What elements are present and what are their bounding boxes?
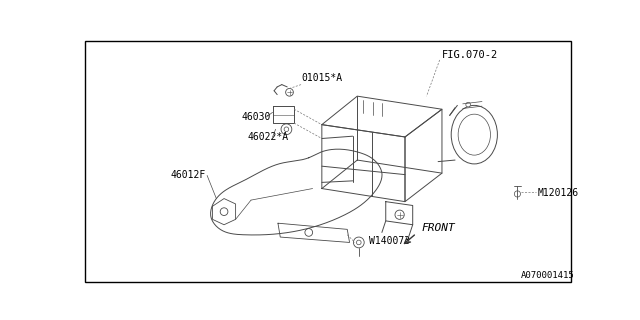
Circle shape (466, 102, 470, 107)
Circle shape (281, 124, 292, 135)
Circle shape (220, 208, 228, 215)
Circle shape (285, 88, 293, 96)
Circle shape (284, 127, 289, 132)
Circle shape (353, 237, 364, 248)
Text: FRONT: FRONT (422, 223, 456, 233)
Text: 46022*A: 46022*A (247, 132, 288, 142)
Text: W140073: W140073 (369, 236, 410, 246)
Circle shape (515, 191, 520, 197)
Text: A070001415: A070001415 (520, 271, 574, 280)
Text: 46030: 46030 (242, 112, 271, 122)
Text: FIG.070-2: FIG.070-2 (442, 50, 498, 60)
Circle shape (305, 228, 312, 236)
Ellipse shape (458, 114, 490, 155)
Text: 46012F: 46012F (170, 171, 205, 180)
Circle shape (395, 210, 404, 219)
Ellipse shape (451, 105, 497, 164)
Text: 01015*A: 01015*A (302, 73, 343, 84)
Circle shape (356, 240, 361, 245)
Text: M120126: M120126 (538, 188, 579, 198)
